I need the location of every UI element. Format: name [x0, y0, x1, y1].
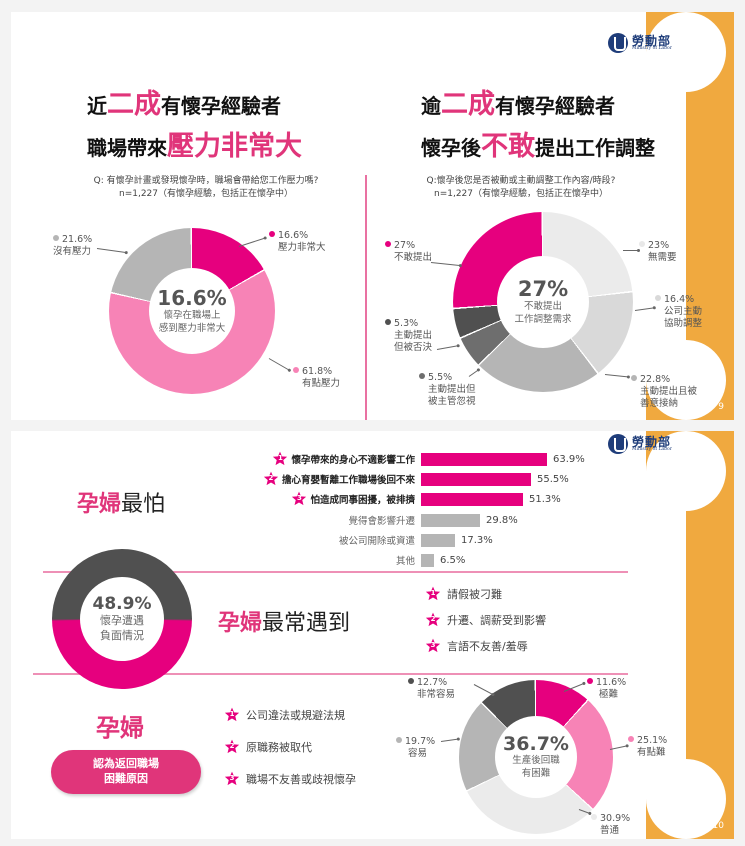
return-reason-pill: 認為返回職場 困難原因: [51, 750, 201, 794]
donut-center-value: 48.9%: [92, 594, 152, 615]
ministry-of-labor-logo: 勞動部 Ministry of Labor: [608, 434, 672, 454]
legend-easy: 19.7% 容易: [396, 736, 435, 760]
legend-no-need: 23% 無需要: [639, 240, 677, 264]
orange-corner-decoration: [646, 340, 726, 420]
logo-en: Ministry of Labor: [632, 446, 672, 452]
ministry-emblem-icon: [608, 434, 628, 454]
list-item: 2 升遷、調薪受到影響: [425, 607, 546, 633]
rank-star-icon: 1: [272, 451, 288, 467]
ministry-of-labor-logo: 勞動部 Ministry of Labor: [608, 33, 672, 53]
slide-10: 10 勞動部 Ministry of Labor 孕婦最怕 1 懷孕帶來的身心不適…: [11, 431, 734, 839]
legend-somewhat-hard: 25.1% 有點難: [628, 735, 667, 759]
legend-very-easy: 12.7% 非常容易: [408, 677, 455, 701]
left-headline: 近二成有懷孕經驗者 職場帶來壓力非常大: [87, 89, 302, 162]
list-item: 3 言語不友善/羞辱: [425, 633, 546, 659]
list-item: 1 請假被刁難: [425, 581, 546, 607]
encounter-list: 1 請假被刁難 2 升遷、調薪受到影響 3 言語不友善/羞辱: [425, 581, 546, 659]
legend-normal: 30.9% 普通: [591, 813, 630, 837]
section-divider: [43, 571, 628, 573]
legend-rejected: 5.3% 主動提出 但被否決: [385, 318, 432, 354]
legend-company-assisted: 16.4% 公司主動 協助調整: [655, 294, 715, 330]
bar-row: 1 懷孕帶來的身心不適影響工作 63.9%: [221, 451, 585, 467]
work-adjustment-donut-chart: 27% 不敢提出 工作調整需求: [453, 212, 633, 392]
logo-zh: 勞動部: [632, 434, 672, 449]
legend-somewhat-stressful: 61.8% 有點壓力: [293, 366, 340, 390]
orange-corner-decoration: [646, 12, 726, 92]
rank-star-icon: 1: [224, 707, 240, 723]
list-item: 2 原職務被取代: [224, 731, 356, 763]
rank-star-icon: 3: [425, 638, 441, 654]
orange-corner-decoration: [646, 759, 726, 839]
donut-center-value: 36.7%: [503, 733, 569, 756]
page-number: 9: [718, 402, 724, 412]
list-item: 1 公司違法或規避法規: [224, 699, 356, 731]
vertical-divider: [365, 175, 367, 420]
ministry-emblem-icon: [608, 33, 628, 53]
rank-star-icon: 2: [263, 471, 279, 487]
rank-star-icon: 2: [224, 739, 240, 755]
return-reason-list: 1 公司違法或規避法規 2 原職務被取代 3 職場不友善或歧視懷孕: [224, 699, 356, 795]
rank-star-icon: 3: [291, 491, 307, 507]
bar-row: 被公司開除或資遣 17.3%: [338, 533, 493, 547]
bar-row: 2 擔心育嬰暫離工作職場後回不來 55.5%: [221, 471, 569, 487]
rank-star-icon: 1: [425, 586, 441, 602]
rank-star-icon: 2: [425, 612, 441, 628]
logo-zh: 勞動部: [632, 33, 672, 48]
negative-situation-donut-chart: 48.9% 懷孕遭遇 負面情況: [52, 549, 192, 689]
rank-star-icon: 3: [224, 771, 240, 787]
legend-extremely-hard: 11.6% 極難: [587, 677, 626, 701]
bar-row: 3 怕造成同事困擾，被排擠 51.3%: [221, 491, 561, 507]
slide-9: 9 勞動部 Ministry of Labor 近二成有懷孕經驗者 職場帶來壓力…: [11, 12, 734, 420]
return-difficulty-donut-chart: 36.7% 生產後回職 有困難: [459, 680, 613, 834]
right-headline: 逾二成有懷孕經驗者 懷孕後不敢提出工作調整: [421, 89, 655, 162]
legend-accepted: 22.8% 主動提出且被 善意接納: [631, 374, 697, 410]
stress-donut-chart: 16.6% 懷孕在職場上 感到壓力非常大: [109, 228, 275, 394]
legend-ignored: 5.5% 主動提出但 被主管忽視: [419, 372, 476, 408]
section-divider: [33, 673, 628, 675]
legend-no-stress: 21.6% 沒有壓力: [53, 234, 93, 257]
list-item: 3 職場不友善或歧視懷孕: [224, 763, 356, 795]
legend-dare-not: 27% 不敢提出: [385, 240, 432, 264]
encounter-section-title: 孕婦最常遇到: [218, 611, 351, 636]
bar-row: 覺得會影響升遷 29.8%: [348, 513, 518, 527]
bar-row: 其他 6.5%: [395, 553, 466, 567]
logo-en: Ministry of Labor: [632, 45, 672, 51]
donut-center-value: 16.6%: [157, 286, 227, 311]
fear-section-title: 孕婦最怕: [77, 492, 166, 517]
legend-very-stressful: 16.6% 壓力非常大: [269, 230, 326, 254]
left-question: Q: 有懷孕計畫或發現懷孕時，職場會帶給您工作壓力嗎? n=1,227（有懷孕經…: [93, 176, 319, 200]
return-section-title: 孕婦: [96, 714, 144, 742]
page-number: 10: [712, 821, 724, 831]
donut-center-value: 27%: [517, 277, 569, 302]
right-question: Q:懷孕後您是否被動或主動調整工作內容/時段? n=1,227（有懷孕經驗，包括…: [426, 176, 616, 200]
orange-corner-decoration: [646, 431, 726, 511]
